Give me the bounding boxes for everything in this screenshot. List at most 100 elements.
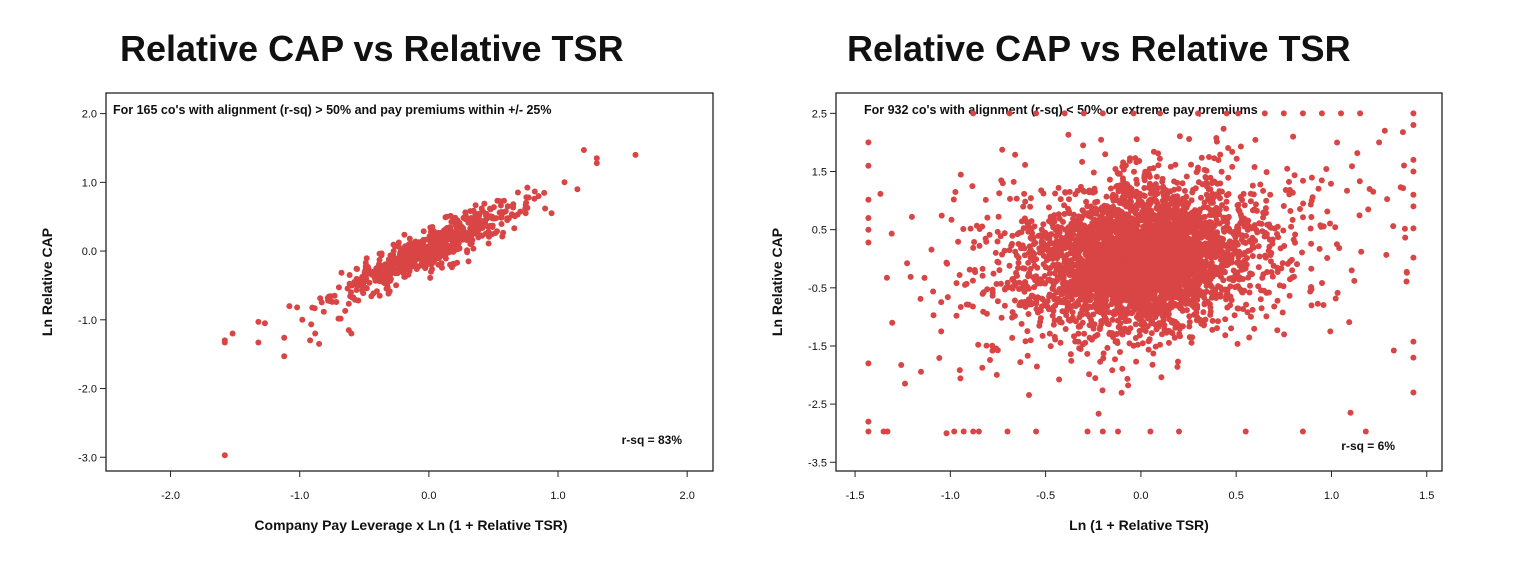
scatter-point (1291, 172, 1298, 179)
scatter-point (1180, 218, 1187, 224)
scatter-point (1013, 252, 1020, 259)
scatter-point (522, 210, 529, 217)
scatter-point (1358, 248, 1365, 255)
scatter-point (522, 205, 529, 212)
scatter-point (402, 273, 409, 280)
scatter-point (1051, 254, 1058, 260)
scatter-point (1093, 296, 1099, 303)
scatter-point (983, 310, 990, 317)
scatter-point (261, 320, 268, 327)
scatter-point (1124, 375, 1131, 382)
scatter-point (1228, 252, 1235, 259)
y-tick-label: -3.5 (808, 457, 827, 469)
scatter-point (1214, 236, 1220, 243)
scatter-point (1081, 273, 1088, 280)
scatter-point (1249, 182, 1256, 189)
scatter-point (1299, 110, 1306, 117)
scatter-point (1039, 332, 1046, 339)
scatter-point (386, 288, 393, 295)
scatter-point (1153, 198, 1160, 205)
scatter-point (1058, 319, 1065, 326)
scatter-point (1106, 176, 1113, 183)
scatter-point (1112, 271, 1119, 277)
scatter-point (1086, 266, 1093, 273)
scatter-point (1174, 363, 1181, 370)
scatter-point (1206, 212, 1213, 219)
scatter-point (1334, 139, 1341, 146)
scatter-point (1250, 236, 1257, 243)
scatter-point (956, 367, 963, 374)
scatter-point (1105, 283, 1112, 290)
scatter-point (1218, 168, 1225, 175)
scatter-point (1157, 236, 1164, 242)
scatter-point (1334, 289, 1341, 296)
scatter-point (255, 318, 262, 325)
scatter-point (994, 228, 1001, 235)
scatter-point (1048, 240, 1055, 247)
scatter-point (1336, 245, 1343, 251)
scatter-point (1201, 301, 1208, 308)
scatter-point (1026, 270, 1033, 277)
scatter-point (865, 226, 872, 233)
scatter-point (957, 171, 964, 178)
scatter-point (1092, 260, 1099, 267)
scatter-point (1280, 203, 1287, 209)
scatter-point (1205, 186, 1212, 193)
scatter-point (1165, 233, 1172, 240)
scatter-point (1200, 309, 1207, 316)
scatter-point (1172, 161, 1179, 168)
scatter-point (1176, 259, 1183, 265)
scatter-point (1046, 235, 1053, 242)
x-tick-label: -1.5 (846, 490, 865, 502)
scatter-point (1143, 299, 1150, 306)
scatter-point (1159, 175, 1166, 182)
scatter-point (1137, 315, 1144, 322)
scatter-point (1222, 253, 1229, 260)
scatter-point (221, 339, 228, 346)
scatter-point (1162, 187, 1169, 193)
scatter-point (1209, 251, 1215, 258)
scatter-point (1081, 330, 1088, 337)
scatter-point (1182, 283, 1189, 290)
scatter-point (865, 139, 872, 146)
scatter-point (1022, 303, 1029, 310)
scatter-point (1157, 224, 1163, 231)
scatter-point (1070, 215, 1076, 222)
scatter-point (1152, 243, 1159, 250)
scatter-point (1119, 163, 1126, 170)
scatter-point (438, 242, 445, 248)
scatter-point (318, 299, 325, 306)
scatter-point (970, 110, 977, 117)
scatter-point (1332, 295, 1339, 302)
scatter-point (1109, 298, 1116, 305)
scatter-point (1300, 177, 1306, 184)
scatter-point (1092, 333, 1099, 340)
scatter-point (1161, 221, 1168, 228)
scatter-point (957, 375, 964, 382)
scatter-point (1200, 214, 1207, 221)
scatter-point (1229, 148, 1236, 155)
scatter-point (1119, 365, 1126, 372)
scatter-point (1142, 283, 1149, 290)
scatter-point (409, 243, 416, 250)
scatter-point (1141, 172, 1148, 179)
scatter-point (1128, 207, 1135, 214)
scatter-point (984, 286, 991, 293)
scatter-point (1264, 221, 1271, 228)
scatter-point (1191, 215, 1198, 221)
scatter-point (482, 230, 489, 237)
scatter-point (504, 217, 511, 224)
scatter-point (1269, 240, 1276, 247)
scatter-point (383, 261, 390, 268)
y-tick-label: -1.5 (808, 341, 827, 353)
scatter-point (1140, 224, 1147, 230)
scatter-point (1206, 301, 1213, 308)
scatter-point (281, 334, 288, 341)
scatter-point (936, 355, 943, 361)
scatter-point (1132, 222, 1139, 229)
x-tick-label: -1.0 (290, 490, 309, 502)
scatter-point (1218, 286, 1225, 293)
scatter-point (1381, 127, 1388, 134)
scatter-point (1255, 243, 1262, 250)
scatter-point (1001, 230, 1008, 237)
